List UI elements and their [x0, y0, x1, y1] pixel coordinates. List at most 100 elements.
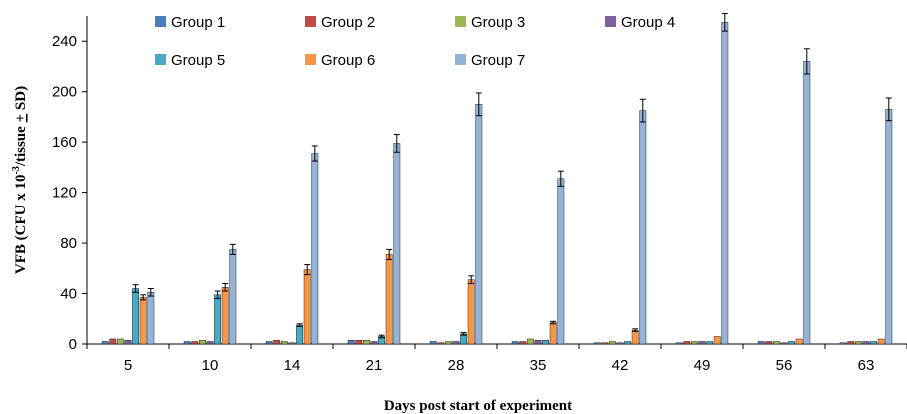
bar [139, 297, 147, 345]
legend-label: Group 4 [621, 14, 675, 31]
bar [877, 338, 885, 345]
bar [855, 341, 862, 345]
bar [147, 292, 155, 345]
bar [601, 342, 609, 345]
x-tick-label: 35 [530, 357, 547, 374]
y-axis-title-part: /tissue [13, 122, 29, 167]
y-axis-title-exponent: -3 [11, 166, 22, 174]
bar [475, 104, 483, 345]
x-tick-label: 63 [858, 357, 875, 374]
y-tick-label: 160 [52, 134, 77, 151]
bar [847, 341, 855, 345]
bar [452, 341, 460, 345]
legend-swatch [305, 16, 316, 27]
bar [132, 288, 139, 345]
bar [370, 341, 378, 345]
y-axis-title: VFB (CFU x 10-3/tissue + SD) [11, 86, 29, 274]
y-axis-title-part: VFB (CFU x 10 [13, 175, 29, 275]
x-tick-label: 10 [202, 357, 219, 374]
bar [639, 110, 647, 345]
bar [229, 249, 237, 345]
x-tick-label: 21 [366, 357, 383, 374]
bar [288, 342, 296, 345]
legend-label: Group 7 [471, 52, 525, 69]
legend-label: Group 5 [171, 52, 225, 69]
bar [385, 254, 393, 345]
x-tick-label: 28 [448, 357, 465, 374]
bar [183, 341, 191, 345]
bar [198, 340, 206, 345]
bar [191, 341, 199, 345]
bar [593, 342, 601, 345]
bar [214, 294, 221, 345]
bar [609, 341, 616, 345]
legend-swatch [305, 54, 316, 65]
bar [355, 340, 363, 345]
bar [780, 342, 788, 345]
legend-swatch [605, 16, 616, 27]
bar [683, 341, 691, 345]
bar [862, 341, 870, 345]
bar [839, 342, 847, 345]
y-tick-label: 40 [60, 286, 77, 303]
x-axis-title: Days post start of experiment [384, 398, 572, 414]
bar [101, 341, 109, 345]
bar [311, 153, 319, 345]
bar [549, 322, 557, 345]
bar [795, 338, 803, 345]
bar [765, 341, 773, 345]
bar [542, 340, 550, 345]
bar [445, 341, 452, 345]
bar [616, 342, 624, 345]
bar [698, 341, 706, 345]
bar [273, 340, 281, 345]
x-tick-label: 5 [124, 357, 132, 374]
y-tick-label: 200 [52, 84, 77, 101]
bar [631, 329, 639, 345]
bar [721, 22, 729, 345]
bar [706, 341, 714, 345]
bar [511, 341, 519, 345]
legend-label: Group 6 [321, 52, 375, 69]
bar [467, 279, 475, 345]
bar [788, 341, 796, 345]
bar [675, 342, 683, 345]
legend-label: Group 3 [471, 14, 525, 31]
bar [773, 341, 780, 345]
bar [691, 341, 698, 345]
y-tick-label: 0 [69, 336, 77, 353]
x-tick-label: 42 [612, 357, 629, 374]
bar [557, 178, 565, 345]
legend: Group 1 Group 2 Group 3 Group 4 Group 5 Group… [155, 14, 675, 69]
bar [363, 340, 370, 345]
bar [265, 341, 273, 345]
y-tick-label: 240 [52, 33, 77, 50]
bar [393, 143, 401, 345]
bar [713, 336, 721, 345]
y-axis-title-plusminus: + [13, 114, 29, 123]
bar [296, 324, 303, 345]
bar [885, 109, 893, 345]
bar [519, 341, 527, 345]
bar [534, 340, 542, 345]
bar [437, 342, 445, 345]
legend-swatch [155, 54, 166, 65]
bar [624, 341, 632, 345]
bar [303, 269, 311, 345]
y-tick-label: 120 [52, 185, 77, 202]
legend-swatch [155, 16, 166, 27]
bar [221, 287, 229, 345]
bar [803, 61, 811, 345]
legend-label: Group 1 [171, 14, 225, 31]
x-tick-label: 49 [694, 357, 711, 374]
x-tick-label: 14 [284, 357, 301, 374]
bar [429, 341, 437, 345]
y-tick-label: 80 [60, 235, 77, 252]
legend-swatch [455, 16, 466, 27]
bar [124, 340, 132, 345]
legend-swatch [455, 54, 466, 65]
bar [870, 341, 878, 345]
bar [757, 341, 765, 345]
bar [116, 338, 124, 345]
bar [347, 340, 355, 345]
